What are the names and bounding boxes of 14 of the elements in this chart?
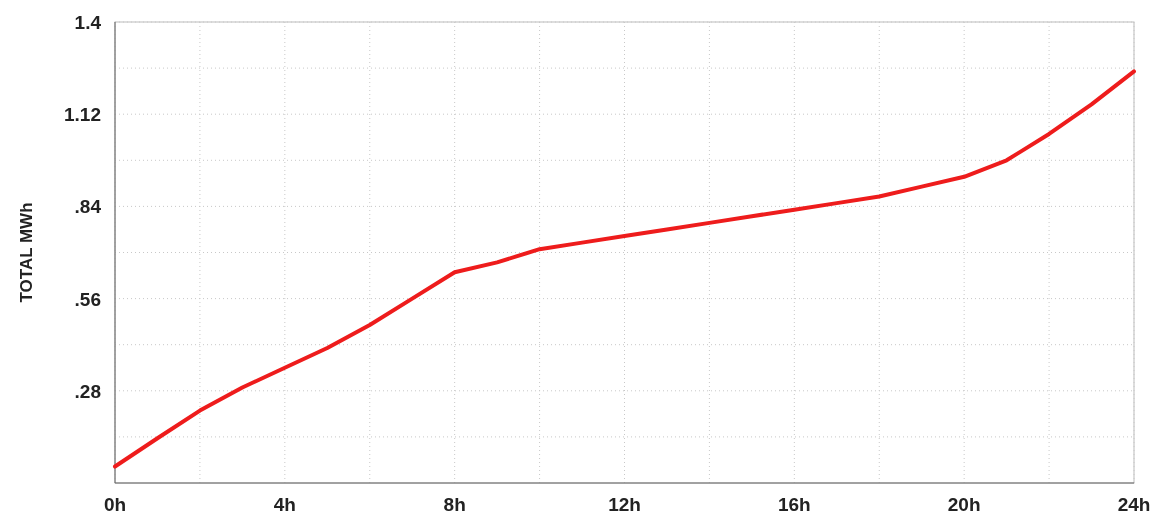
line-series [113, 69, 1136, 469]
x-tick-label: 4h [273, 494, 296, 515]
x-tick-label: 12h [608, 494, 641, 515]
y-tick-label: .56 [74, 288, 101, 310]
x-tick-label: 20h [947, 494, 981, 515]
y-tick-label: .28 [74, 380, 101, 402]
x-tick-label: 16h [777, 494, 811, 515]
y-tick-label: 1.12 [64, 104, 101, 126]
x-tick-label: 0h [103, 494, 127, 515]
y-tick-label: 1.4 [74, 12, 102, 33]
y-tick-label: .84 [74, 196, 102, 218]
y-axis-title: TOTAL MWh [17, 202, 36, 303]
x-tick-label: 8h [443, 494, 466, 515]
x-tick-label: 24h [1117, 494, 1151, 515]
